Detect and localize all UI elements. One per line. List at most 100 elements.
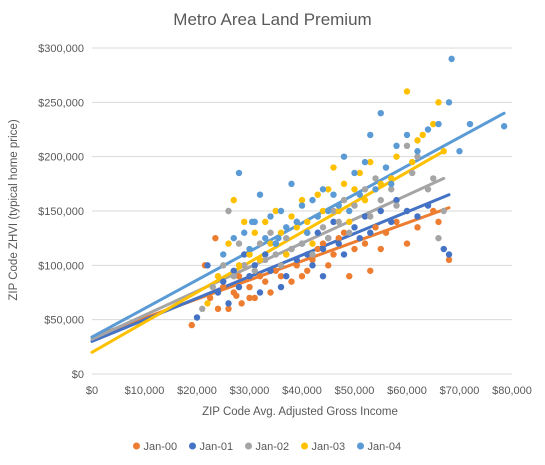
data-point [445, 251, 453, 258]
data-point [356, 191, 363, 198]
data-point [414, 137, 421, 144]
data-point [377, 110, 384, 117]
data-point [238, 300, 245, 307]
data-point [214, 305, 222, 312]
data-point [246, 294, 253, 302]
y-tick-label: $50,000 [44, 315, 84, 327]
legend-marker [245, 442, 252, 450]
data-point [435, 120, 442, 128]
x-tick-label: $10,000 [125, 385, 165, 397]
data-point [445, 256, 453, 264]
data-point [304, 229, 311, 236]
data-point [424, 126, 432, 133]
data-point [335, 234, 342, 242]
data-point [435, 218, 442, 226]
data-point [393, 142, 400, 149]
data-point [351, 224, 358, 231]
data-point [340, 251, 348, 258]
y-axis-title: ZIP Code ZHVI (typical home price) [8, 119, 20, 300]
data-point [403, 88, 411, 95]
y-tick-label: $0 [72, 369, 84, 381]
data-point [372, 224, 379, 231]
data-point [235, 169, 243, 177]
data-point [267, 289, 274, 296]
data-point [414, 148, 421, 155]
gridlines [92, 47, 512, 375]
data-point [272, 267, 279, 274]
data-point [199, 305, 206, 312]
data-point [335, 240, 342, 247]
data-point [393, 153, 400, 160]
data-point [367, 213, 374, 220]
data-point [230, 234, 237, 242]
x-axis-ticks: $0 $10,000 $20,000 $30,000 $40,000 $50,000 $60… [86, 385, 532, 397]
data-point [346, 207, 353, 215]
legend-label: Jan-03 [312, 441, 346, 453]
data-point [440, 207, 447, 215]
data-point [262, 278, 269, 285]
data-point [351, 245, 358, 253]
data-point [267, 240, 274, 247]
series-jan-03-points [204, 88, 447, 307]
series-jan-04-points [220, 55, 508, 258]
data-point [230, 273, 237, 280]
data-point [367, 158, 374, 166]
y-axis-ticks: $0 $50,000 $100,000 $150,000 $200,000 $250,00… [38, 43, 84, 381]
legend-label: Jan-00 [144, 441, 178, 453]
data-point [440, 245, 447, 253]
data-point [388, 218, 395, 226]
data-point [403, 131, 411, 139]
legend-label: Jan-04 [368, 441, 402, 453]
data-point [233, 292, 240, 299]
data-point [346, 273, 353, 280]
data-point [325, 234, 332, 242]
data-point [314, 229, 321, 236]
data-point [377, 245, 384, 253]
legend: Jan-00 Jan-01 Jan-02 Jan-03 Jan-04 [133, 441, 401, 453]
data-point [293, 224, 300, 231]
trendline [90, 149, 446, 354]
data-point [346, 229, 353, 236]
data-point [330, 207, 337, 215]
x-tick-label: $40,000 [282, 385, 322, 397]
data-point [251, 294, 258, 302]
data-point [340, 180, 348, 188]
data-point [293, 256, 300, 264]
data-point [424, 202, 432, 209]
data-point [298, 202, 306, 209]
data-point [225, 240, 232, 247]
data-point [466, 120, 474, 128]
data-point [361, 186, 369, 193]
data-point [393, 202, 400, 209]
data-point [277, 273, 285, 280]
data-point [409, 158, 416, 166]
data-point [351, 186, 358, 193]
data-point [414, 224, 421, 231]
data-point [220, 262, 227, 269]
data-point [330, 251, 337, 258]
data-point [430, 175, 437, 182]
data-point [377, 180, 384, 188]
data-point [277, 207, 285, 215]
data-point [220, 283, 227, 291]
data-point [246, 251, 253, 258]
data-point [220, 251, 227, 258]
data-point [361, 240, 369, 247]
data-point [277, 262, 285, 269]
data-point [309, 256, 316, 264]
data-point [272, 251, 279, 258]
data-point [267, 229, 274, 236]
legend-item: Jan-00 [133, 441, 177, 453]
data-point [367, 229, 374, 236]
y-tick-label: $150,000 [38, 206, 84, 218]
data-point [377, 207, 384, 215]
data-point [319, 273, 327, 280]
data-point [256, 256, 264, 264]
x-tick-label: $20,000 [177, 385, 217, 397]
data-point [206, 294, 214, 302]
data-point [248, 218, 256, 226]
data-point [372, 175, 379, 182]
data-point [330, 164, 337, 171]
y-tick-label: $100,000 [38, 260, 84, 272]
